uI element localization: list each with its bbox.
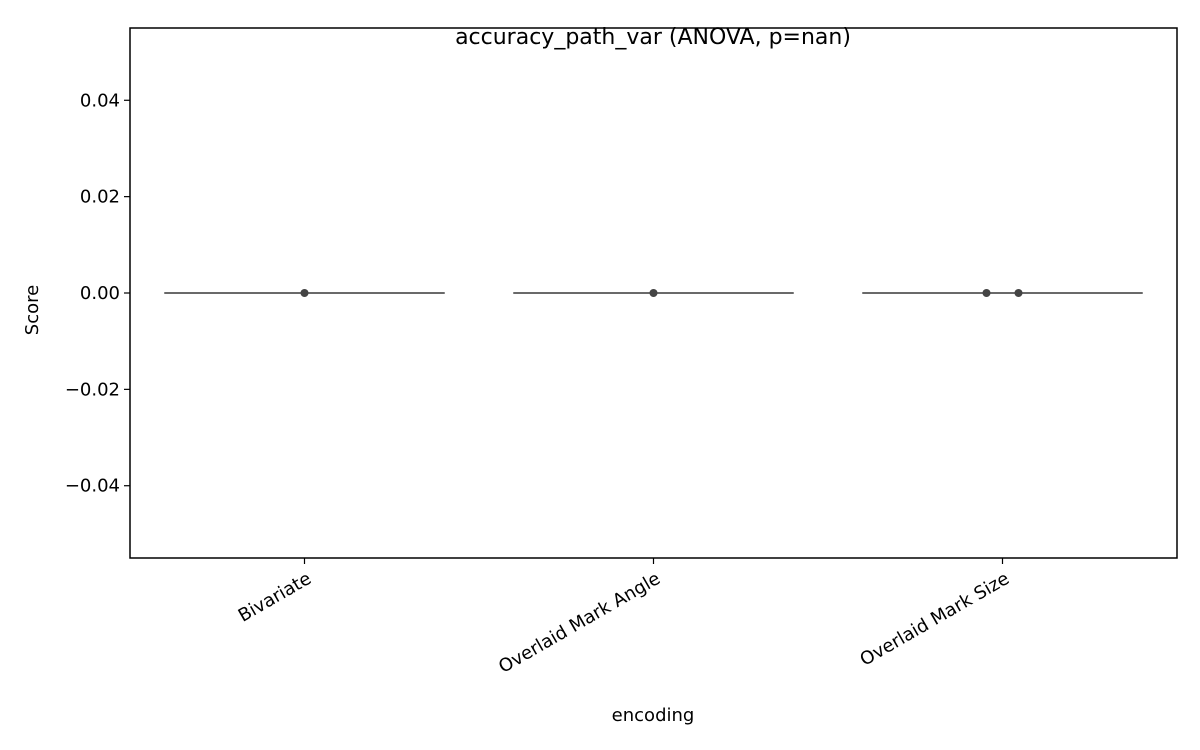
x-axis: Bivariate Overlaid Mark Angle Overlaid Mar…: [235, 558, 1013, 678]
y-tick-label: 0.00: [80, 283, 120, 304]
y-tick-label: −0.02: [65, 379, 120, 400]
y-tick-label: 0.02: [80, 187, 120, 208]
x-axis-label: encoding: [612, 705, 695, 726]
data-point: [649, 289, 658, 297]
data-point: [982, 289, 991, 297]
y-axis-label: Score: [22, 285, 43, 335]
x-tick-label: Overlaid Mark Angle: [495, 568, 664, 678]
y-axis: −0.04 −0.02 0.00 0.02 0.04: [65, 90, 130, 497]
points-layer: [300, 289, 1023, 297]
chart-title: accuracy_path_var (ANOVA, p=nan): [455, 25, 851, 50]
x-tick-label: Bivariate: [235, 568, 315, 626]
y-tick-label: 0.04: [80, 90, 120, 111]
y-tick-label: −0.04: [65, 476, 120, 497]
data-point: [300, 289, 309, 297]
data-point: [1014, 289, 1023, 297]
x-tick-label: Overlaid Mark Size: [857, 568, 1013, 670]
